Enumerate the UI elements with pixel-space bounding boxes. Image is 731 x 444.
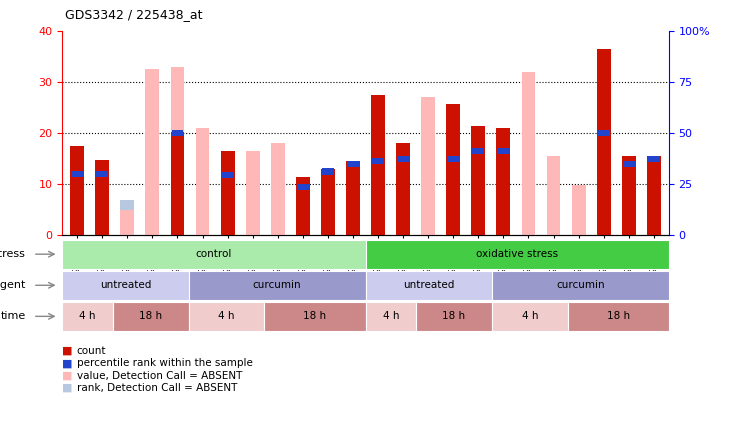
Text: 4 h: 4 h: [79, 311, 96, 321]
Bar: [347, 161, 359, 167]
Bar: [492, 302, 568, 331]
Text: rank, Detection Call = ABSENT: rank, Detection Call = ABSENT: [77, 383, 237, 393]
Bar: [421, 98, 435, 235]
Bar: [622, 156, 636, 235]
Text: ■: ■: [62, 371, 72, 381]
Text: curcumin: curcumin: [556, 280, 605, 290]
Text: agent: agent: [0, 280, 26, 290]
Bar: [372, 158, 384, 164]
Bar: [271, 161, 284, 235]
Bar: [96, 171, 108, 177]
Bar: [522, 72, 535, 235]
Bar: [196, 128, 209, 235]
Bar: [62, 302, 113, 331]
Bar: [221, 151, 235, 235]
Bar: [72, 171, 83, 177]
Bar: [623, 161, 635, 167]
Bar: [145, 69, 159, 235]
Bar: [366, 271, 492, 300]
Bar: [121, 200, 135, 235]
Bar: [572, 185, 586, 235]
Bar: [598, 130, 610, 136]
Bar: [472, 148, 484, 154]
Bar: [121, 210, 135, 235]
Bar: [170, 67, 184, 235]
Bar: [189, 302, 265, 331]
Text: 18 h: 18 h: [139, 311, 162, 321]
Bar: [346, 161, 360, 235]
Bar: [70, 146, 84, 235]
Bar: [416, 302, 492, 331]
Text: ■: ■: [62, 358, 72, 368]
Bar: [447, 103, 460, 235]
Bar: [366, 302, 416, 331]
Bar: [271, 143, 284, 235]
Bar: [246, 164, 260, 235]
Bar: [189, 271, 366, 300]
Bar: [471, 126, 485, 235]
Text: GDS3342 / 225438_at: GDS3342 / 225438_at: [64, 8, 202, 21]
Bar: [196, 159, 209, 235]
Bar: [498, 148, 510, 154]
Bar: [596, 49, 610, 235]
Bar: [296, 177, 310, 235]
Text: value, Detection Call = ABSENT: value, Detection Call = ABSENT: [77, 371, 242, 381]
Bar: [396, 143, 410, 235]
Bar: [447, 156, 459, 162]
Bar: [572, 190, 586, 235]
Bar: [113, 302, 189, 331]
Text: 4 h: 4 h: [522, 311, 538, 321]
Bar: [648, 156, 659, 162]
Bar: [321, 169, 335, 235]
Bar: [371, 95, 385, 235]
Bar: [145, 151, 159, 235]
Bar: [322, 168, 334, 174]
Bar: [647, 156, 661, 235]
Text: 18 h: 18 h: [303, 311, 327, 321]
Bar: [265, 302, 366, 331]
Bar: [366, 240, 669, 269]
Bar: [62, 271, 189, 300]
Text: percentile rank within the sample: percentile rank within the sample: [77, 358, 253, 368]
Bar: [297, 184, 308, 190]
Text: ■: ■: [62, 383, 72, 393]
Text: count: count: [77, 346, 106, 356]
Bar: [568, 302, 669, 331]
Bar: [246, 151, 260, 235]
Text: stress: stress: [0, 249, 26, 259]
Text: time: time: [0, 311, 26, 321]
Bar: [172, 130, 183, 136]
Text: oxidative stress: oxidative stress: [476, 249, 558, 259]
Bar: [547, 156, 561, 235]
Bar: [95, 160, 109, 235]
Text: untreated: untreated: [403, 280, 455, 290]
Bar: [492, 271, 669, 300]
Text: curcumin: curcumin: [253, 280, 301, 290]
Text: untreated: untreated: [99, 280, 151, 290]
Bar: [221, 172, 233, 178]
Text: 18 h: 18 h: [607, 311, 630, 321]
Text: ■: ■: [62, 346, 72, 356]
Bar: [397, 156, 409, 162]
Bar: [496, 128, 510, 235]
Text: control: control: [196, 249, 232, 259]
Text: 18 h: 18 h: [442, 311, 466, 321]
Text: 4 h: 4 h: [219, 311, 235, 321]
Bar: [170, 132, 184, 235]
Bar: [62, 240, 366, 269]
Text: 4 h: 4 h: [382, 311, 399, 321]
